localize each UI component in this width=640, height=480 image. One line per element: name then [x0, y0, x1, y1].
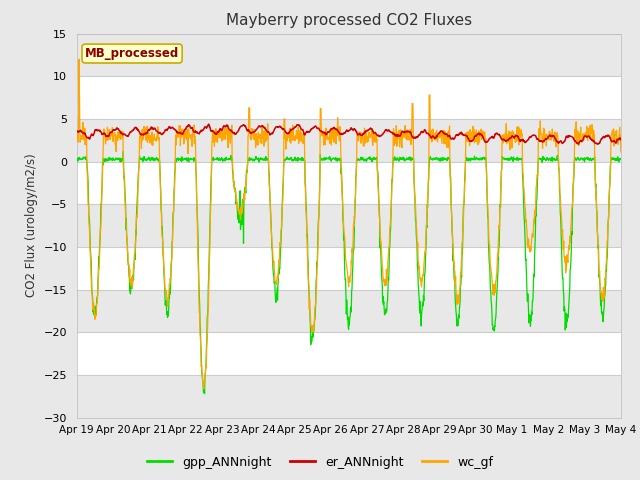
wc_gf [434, 136, 442, 142]
wc_gf [200, 386, 207, 392]
gpp_ANNnight [255, 156, 263, 162]
Line: wc_gf: wc_gf [77, 59, 621, 389]
gpp_ANNnight [617, 156, 625, 162]
Bar [77, 204, 621, 247]
gpp_ANNnight [553, 156, 561, 162]
er_ANNnight [434, 132, 442, 138]
wc_gf [553, 133, 561, 139]
gpp_ANNnight [505, 155, 513, 161]
er_ANNnight [617, 137, 625, 143]
er_ANNnight [553, 139, 561, 144]
Text: MB_processed: MB_processed [85, 47, 179, 60]
er_ANNnight [205, 121, 212, 127]
gpp_ANNnight [201, 391, 209, 396]
gpp_ANNnight [181, 156, 189, 162]
Bar [77, 375, 621, 418]
wc_gf [181, 132, 189, 138]
Legend: gpp_ANNnight, er_ANNnight, wc_gf: gpp_ANNnight, er_ANNnight, wc_gf [142, 451, 498, 474]
Bar [77, 289, 621, 332]
Bar [77, 34, 621, 76]
er_ANNnight [255, 123, 263, 129]
Bar [77, 119, 621, 162]
wc_gf [76, 56, 83, 62]
wc_gf [195, 259, 202, 264]
er_ANNnight [180, 127, 188, 132]
er_ANNnight [194, 131, 202, 136]
er_ANNnight [595, 141, 602, 147]
wc_gf [255, 134, 263, 140]
er_ANNnight [73, 129, 81, 134]
wc_gf [505, 128, 513, 134]
Title: Mayberry processed CO2 Fluxes: Mayberry processed CO2 Fluxes [226, 13, 472, 28]
gpp_ANNnight [195, 245, 202, 251]
Y-axis label: CO2 Flux (urology/m2/s): CO2 Flux (urology/m2/s) [25, 154, 38, 298]
er_ANNnight [505, 136, 513, 142]
gpp_ANNnight [73, 159, 81, 165]
Line: er_ANNnight: er_ANNnight [77, 124, 621, 144]
wc_gf [617, 149, 625, 155]
gpp_ANNnight [434, 157, 442, 163]
Line: gpp_ANNnight: gpp_ANNnight [77, 152, 621, 394]
gpp_ANNnight [120, 149, 127, 155]
wc_gf [73, 129, 81, 135]
